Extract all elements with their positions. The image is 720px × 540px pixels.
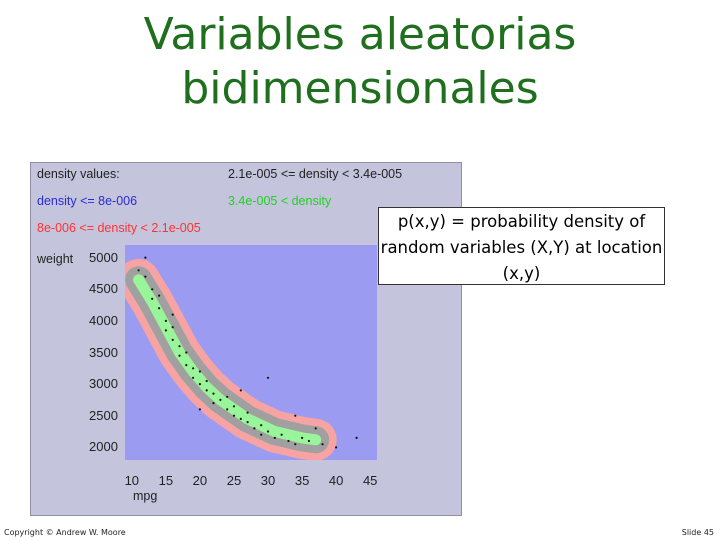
y-tick-label: 2500 [89,407,118,423]
slide-number: Slide 45 [681,528,714,537]
data-point [158,294,161,297]
legend-item-low: 8e-006 <= density < 2.1e-005 [37,221,201,235]
data-point [151,288,154,291]
x-tick-label: 35 [294,473,310,488]
data-point [171,338,174,341]
data-point [232,405,236,408]
x-tick-label: 45 [362,473,378,488]
data-point [287,439,290,443]
density-plot [117,256,358,461]
y-tick-label: 4500 [89,281,118,297]
x-tick-label: 30 [260,473,276,488]
data-point [178,354,181,357]
data-point [280,433,283,436]
y-tick-label: 3000 [89,376,118,392]
data-point [212,392,215,395]
y-tick-label: 4000 [89,312,118,328]
data-point [239,389,242,392]
data-point [239,417,242,420]
data-point [246,411,249,414]
definition-callout: p(x,y) = probability density of random v… [378,207,665,285]
data-point [178,345,181,348]
data-point [226,395,229,398]
data-point [137,269,140,272]
data-point [192,367,195,370]
data-point [171,313,174,316]
data-point [307,439,310,443]
legend-item-mid-high: 2.1e-005 <= density < 3.4e-005 [228,167,403,181]
data-point [185,351,188,354]
data-point [260,424,263,427]
x-axis-label: mpg [133,489,158,503]
data-point [226,408,229,411]
density-band-highest [133,274,322,446]
data-point [198,408,201,411]
data-point [266,430,270,433]
title-line-1: Variables aleatorias [143,9,577,60]
data-point [266,376,270,379]
x-tick-label: 10 [124,473,140,488]
data-point [321,443,324,446]
y-axis-label: weight [37,252,74,266]
data-point [232,414,236,417]
data-point [301,436,304,439]
data-point [164,319,167,322]
data-point [185,364,188,367]
data-point [205,389,208,392]
data-point [212,402,215,405]
data-point [253,427,256,430]
data-point [158,307,161,310]
x-tick-label: 15 [158,473,174,488]
data-point [219,398,222,401]
y-tick-label: 2000 [89,439,118,455]
data-point [151,297,154,300]
x-tick-label: 40 [328,473,344,488]
y-tick-label: 5000 [89,249,118,265]
data-point [294,414,297,417]
legend-item-lowest: density <= 8e-006 [37,194,138,208]
data-point [294,443,297,446]
title-line-2: bidimensionales [181,63,539,114]
y-tick-label: 3500 [89,344,118,360]
legend-heading: density values: [37,167,120,181]
data-point [198,370,201,373]
data-point [198,383,201,386]
legend-item-highest: 3.4e-005 < density [228,194,332,208]
data-point [205,379,208,383]
data-point [335,446,338,449]
data-point [171,326,174,329]
data-point [144,256,147,259]
data-point [246,421,249,424]
data-point [164,329,167,332]
data-point [355,436,358,439]
x-tick-label: 25 [226,473,242,488]
plot-area [117,245,377,461]
data-point [144,275,147,278]
data-point [192,376,195,379]
data-point [314,427,317,430]
copyright-footer: Copyright © Andrew W. Moore [4,528,126,537]
slide-title: Variables aleatorias bidimensionales [90,8,630,116]
data-point [273,436,276,439]
x-tick-label: 20 [192,473,208,488]
data-point [260,433,263,436]
